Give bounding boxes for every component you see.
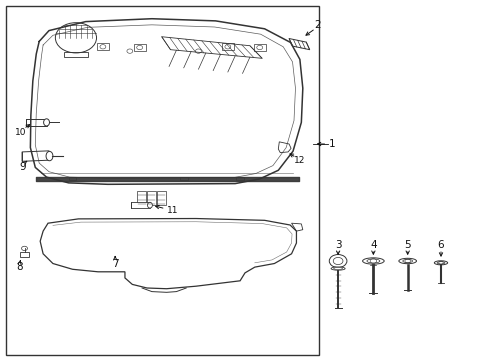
Text: 7: 7 xyxy=(112,258,119,269)
Ellipse shape xyxy=(363,258,384,264)
Bar xyxy=(236,177,244,180)
Bar xyxy=(64,52,88,57)
Bar xyxy=(6,6,318,355)
Bar xyxy=(147,191,156,205)
Text: 12: 12 xyxy=(294,156,305,165)
Bar xyxy=(157,191,166,205)
Bar xyxy=(222,43,234,50)
Circle shape xyxy=(329,255,347,267)
Bar xyxy=(180,177,188,180)
Polygon shape xyxy=(22,151,49,161)
Ellipse shape xyxy=(399,258,416,264)
Polygon shape xyxy=(289,39,310,50)
Text: 8: 8 xyxy=(16,262,23,272)
Text: 4: 4 xyxy=(370,240,377,250)
Bar xyxy=(69,177,76,180)
Bar xyxy=(254,44,266,51)
Bar xyxy=(26,119,47,126)
Ellipse shape xyxy=(44,119,49,126)
Text: 1: 1 xyxy=(329,139,336,149)
Text: 5: 5 xyxy=(404,240,411,250)
Text: 3: 3 xyxy=(335,240,342,250)
Ellipse shape xyxy=(147,202,152,208)
Bar xyxy=(97,43,109,50)
Ellipse shape xyxy=(434,261,448,265)
Bar xyxy=(134,44,146,51)
Bar xyxy=(131,202,150,208)
Text: 6: 6 xyxy=(438,240,444,250)
Ellipse shape xyxy=(46,152,53,161)
Text: 2: 2 xyxy=(314,20,321,30)
Bar xyxy=(20,252,29,257)
Ellipse shape xyxy=(331,267,345,270)
Text: 9: 9 xyxy=(19,162,26,172)
Bar xyxy=(137,191,146,205)
Text: 10: 10 xyxy=(15,128,26,137)
Polygon shape xyxy=(40,219,296,289)
Text: 11: 11 xyxy=(167,206,178,215)
Polygon shape xyxy=(162,37,262,58)
